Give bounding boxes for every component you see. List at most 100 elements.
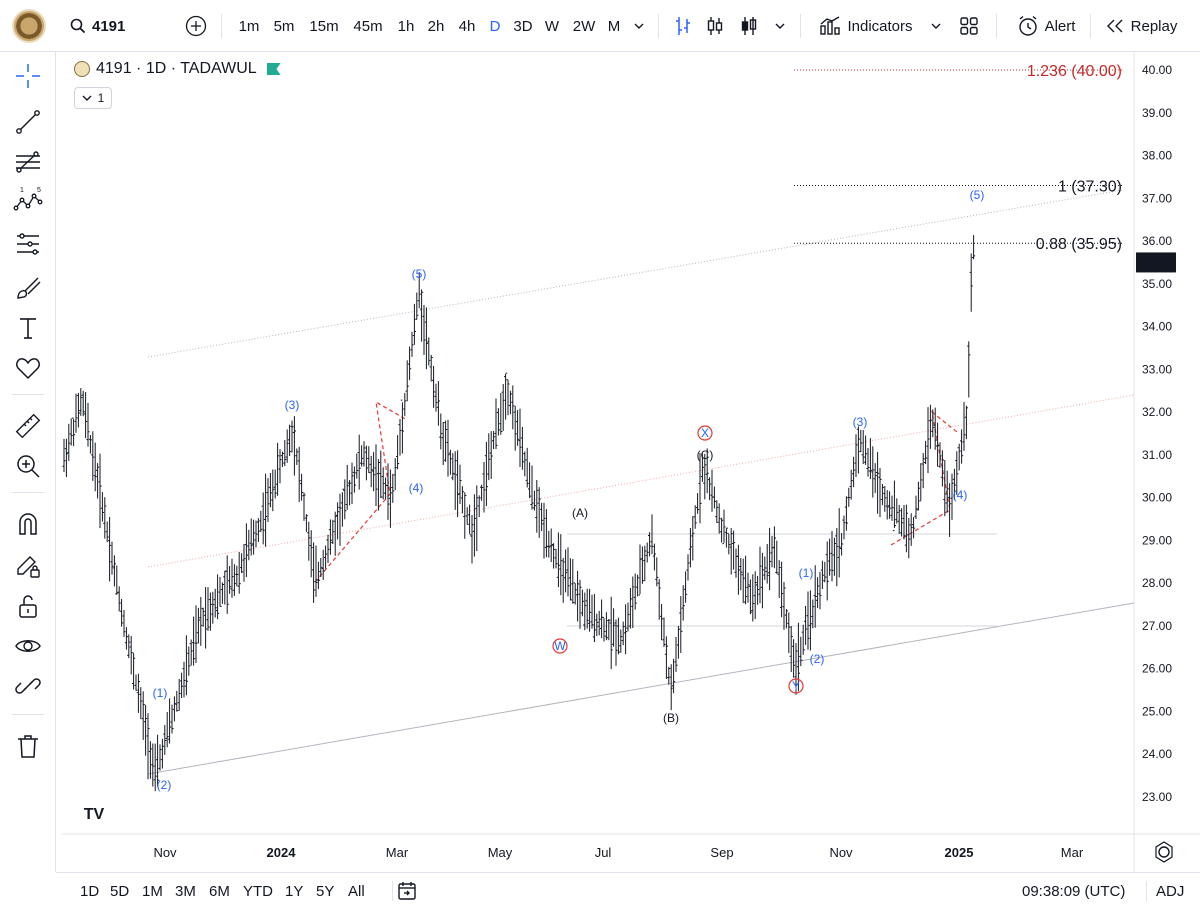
interval-3d[interactable]: 3D <box>513 17 533 35</box>
forecast-tool[interactable] <box>10 226 46 262</box>
range-1y[interactable]: 1Y <box>285 882 304 900</box>
text-icon <box>20 318 36 339</box>
price-tick-label: 40.00 <box>1142 63 1172 77</box>
last-price-label: 35.50 <box>1141 256 1171 270</box>
rewind-icon <box>1106 19 1123 33</box>
alert-label: Alert <box>1044 17 1076 35</box>
wave-label-black: (A) <box>572 506 588 520</box>
trend-line-tool[interactable] <box>10 104 46 140</box>
brush-tool[interactable] <box>10 270 46 306</box>
price-tick-label: 30.00 <box>1142 491 1172 505</box>
interval-2h[interactable]: 2h <box>427 17 445 35</box>
layouts-button[interactable] <box>956 0 982 52</box>
interval-15m[interactable]: 15m <box>309 17 339 35</box>
symbol-label: 4191 <box>92 17 126 35</box>
go-to-date-button[interactable] <box>394 873 420 908</box>
search-icon <box>70 18 86 34</box>
text-tool[interactable] <box>10 310 46 346</box>
range-5d[interactable]: 5D <box>110 882 130 900</box>
range-1m[interactable]: 1M <box>142 882 163 900</box>
settings-gear-icon[interactable] <box>1158 846 1170 858</box>
interval-5m[interactable]: 5m <box>273 17 295 35</box>
bars-icon <box>676 17 690 35</box>
chart-type-candles-button[interactable] <box>702 0 728 52</box>
fib-retracement-icon <box>16 151 40 173</box>
fib-tool[interactable] <box>10 144 46 180</box>
symbol-search-button[interactable]: 4191 <box>62 10 170 42</box>
svg-text:1: 1 <box>20 187 24 194</box>
wave-triangle-1 <box>314 400 408 583</box>
brush-icon <box>17 277 41 299</box>
market-open-flag-icon <box>266 63 281 75</box>
chart-canvas[interactable]: 40.00 39.00 38.00 37.00 36.00 35.00 34.00 33.00… <box>62 52 1200 872</box>
replay-button[interactable]: Replay <box>1100 0 1182 52</box>
interval-dropdown[interactable] <box>631 0 647 52</box>
price-tick-label: 25.00 <box>1142 704 1172 718</box>
wave-label-blue: (5) <box>412 267 427 281</box>
interval-d[interactable]: D <box>489 17 501 35</box>
chevron-down-icon <box>82 95 92 101</box>
legend-title: 4191 · 1D · TADAWUL <box>96 60 257 77</box>
price-tick-label: 29.00 <box>1142 533 1172 547</box>
chart-legend: 4191 · 1D · TADAWUL <box>74 60 281 78</box>
interval-2w[interactable]: 2W <box>572 17 596 35</box>
time-tick-label: Mar <box>386 845 409 860</box>
sync-drawings-tool[interactable] <box>10 668 46 704</box>
interval-4h[interactable]: 4h <box>458 17 476 35</box>
unlock-icon <box>19 595 37 618</box>
interval-m[interactable]: M <box>607 17 621 35</box>
forecast-icon <box>17 233 39 255</box>
compare-symbol-button[interactable] <box>181 0 211 52</box>
chart-type-hollow-button[interactable] <box>736 0 762 52</box>
interval-1m[interactable]: 1m <box>238 17 260 35</box>
chart-type-bars-button[interactable] <box>670 0 696 52</box>
wave-circle-x <box>697 425 713 441</box>
alert-button[interactable]: Alert <box>1010 0 1082 52</box>
range-ytd[interactable]: YTD <box>243 882 273 900</box>
indicators-dropdown[interactable] <box>928 0 944 52</box>
hide-drawings-tool[interactable] <box>10 628 46 664</box>
lock-all-tool[interactable] <box>10 588 46 624</box>
channel-lower-line <box>147 602 1135 775</box>
remove-drawings-tool[interactable] <box>10 728 46 764</box>
crosshair-tool[interactable] <box>10 58 46 94</box>
range-1d[interactable]: 1D <box>80 882 100 900</box>
indicators-label: Indicators <box>847 17 913 35</box>
indicators-icon <box>820 16 841 35</box>
lock-drawings-tool[interactable] <box>10 548 46 584</box>
range-5y[interactable]: 5Y <box>316 882 335 900</box>
user-avatar[interactable] <box>12 9 46 43</box>
interval-1h[interactable]: 1h <box>397 17 415 35</box>
interval-45m[interactable]: 45m <box>353 17 383 35</box>
measure-tool[interactable] <box>10 408 46 444</box>
price-tick-label: 34.00 <box>1142 320 1172 334</box>
grid-icon <box>960 17 978 35</box>
chart-area[interactable]: 40.00 39.00 38.00 37.00 36.00 35.00 34.00 33.00… <box>62 52 1200 872</box>
indicators-button[interactable]: Indicators <box>812 0 920 52</box>
magnet-tool[interactable] <box>10 506 46 542</box>
range-6m[interactable]: 6M <box>209 882 230 900</box>
replay-label: Replay <box>1130 17 1178 35</box>
legend-collapse-button[interactable]: 1 <box>74 87 112 109</box>
clock-label[interactable]: 09:38:09 (UTC) <box>1022 882 1126 900</box>
adj-toggle[interactable]: ADJ <box>1156 882 1185 900</box>
wave-label-blue: (5) <box>970 188 985 202</box>
range-all[interactable]: All <box>348 882 365 900</box>
price-tick-label: 23.00 <box>1142 790 1172 804</box>
wave-label-blue: (3) <box>853 415 868 429</box>
wave-label-blue: (4) <box>409 481 424 495</box>
favorites-tool[interactable] <box>10 350 46 386</box>
collapse-count: 1 <box>97 91 105 105</box>
interval-w[interactable]: W <box>544 17 560 35</box>
time-tick-label: Nov <box>829 845 853 860</box>
wave-label-blue: (4) <box>953 488 968 502</box>
range-3m[interactable]: 3M <box>175 882 196 900</box>
wave-label-black: (C) <box>697 448 714 462</box>
zoom-tool[interactable] <box>10 448 46 484</box>
eye-icon <box>15 640 41 652</box>
trash-icon <box>18 735 38 758</box>
price-tick-label: 28.00 <box>1142 576 1172 590</box>
chart-type-dropdown[interactable] <box>772 0 788 52</box>
